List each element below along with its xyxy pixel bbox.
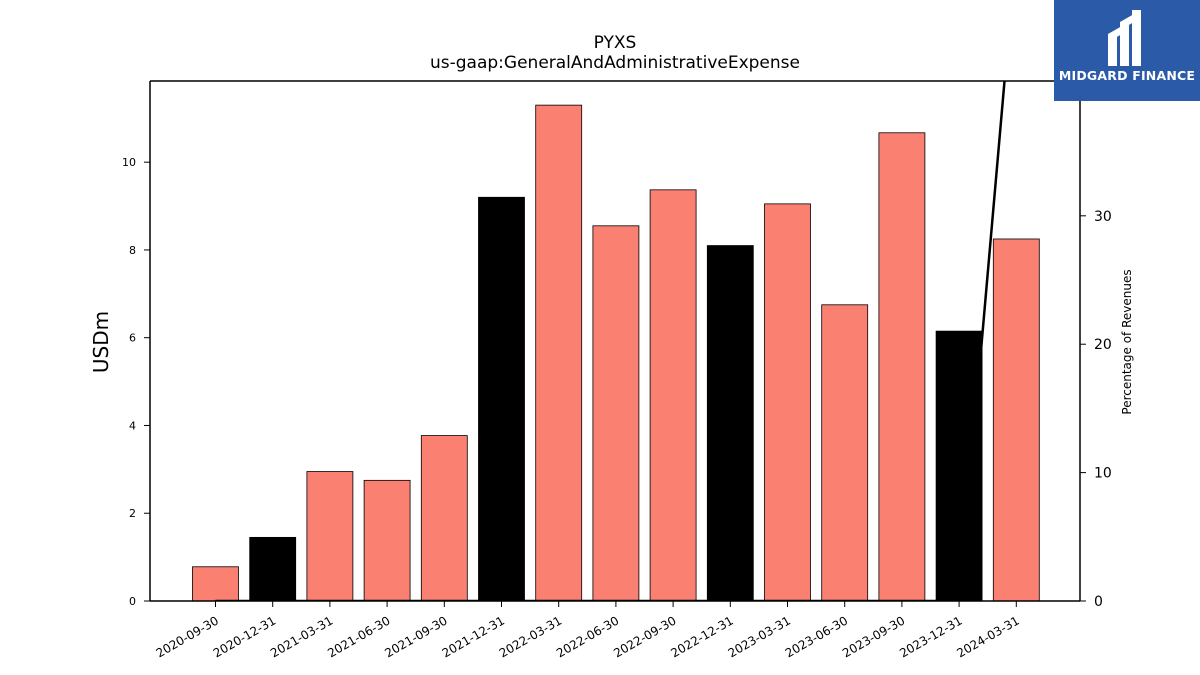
x-tick-label: 2022-06-30 (554, 613, 621, 660)
bar-2023-06-30 (821, 304, 869, 602)
y-tick-label: 6 (129, 332, 136, 345)
x-tick-label: 2021-06-30 (325, 613, 392, 660)
bar-2022-03-31 (535, 104, 583, 602)
y-tick-label: 4 (129, 419, 136, 432)
brand-name: MIDGARD FINANCE (1058, 68, 1196, 83)
bar-2022-06-30 (592, 225, 640, 602)
y-axis-label: USDm (89, 311, 113, 373)
bar-2022-12-31 (706, 245, 754, 602)
brand-mark-icon (1108, 10, 1141, 66)
x-tick-label: 2022-03-31 (497, 613, 564, 660)
chart-title: PYXS (594, 33, 637, 53)
x-tick-label: 2023-12-31 (897, 613, 964, 660)
brand-logo: MIDGARD FINANCE (1054, 0, 1200, 101)
y-right-tick-label: 0 (1094, 594, 1103, 610)
bar-2021-12-31 (478, 196, 525, 602)
y-tick-label: 10 (122, 156, 136, 169)
bar-2020-09-30 (192, 566, 239, 602)
bar-2021-03-31 (306, 471, 354, 602)
x-tick-label: 2021-09-30 (382, 613, 449, 660)
x-tick-label: 2023-09-30 (840, 613, 907, 660)
bar-2023-12-31 (935, 330, 983, 602)
x-tick-label: 2023-03-31 (726, 613, 793, 660)
y-right-tick-label: 10 (1094, 466, 1112, 482)
y-right-tick-label: 30 (1094, 209, 1112, 225)
y-axis-right-label: Percentage of Revenues (1120, 269, 1134, 414)
bar-2021-09-30 (420, 435, 468, 602)
bar-group (192, 104, 1040, 602)
y-tick-label: 2 (129, 507, 136, 520)
x-tick-label: 2020-09-30 (154, 613, 221, 660)
chart-subtitle: us-gaap:GeneralAndAdministrativeExpense (430, 53, 800, 73)
bar-2022-09-30 (649, 189, 697, 602)
x-tick-label: 2020-12-31 (211, 613, 278, 660)
y-right-tick-label: 20 (1094, 337, 1112, 353)
y-tick-label: 0 (129, 595, 136, 608)
x-tick-label: 2022-12-31 (668, 613, 735, 660)
bar-2023-09-30 (878, 132, 926, 602)
y-tick-label: 8 (129, 244, 136, 257)
bar-2020-12-31 (249, 536, 297, 602)
bar-2024-03-31 (992, 238, 1040, 602)
x-tick-label: 2021-03-31 (268, 613, 335, 660)
x-tick-label: 2023-06-30 (783, 613, 850, 660)
x-tick-label: 2021-12-31 (440, 613, 507, 660)
x-tick-label: 2022-09-30 (611, 613, 678, 660)
x-tick-label: 2024-03-31 (954, 613, 1021, 660)
bar-2023-03-31 (764, 203, 811, 602)
bar-2021-06-30 (363, 479, 411, 602)
